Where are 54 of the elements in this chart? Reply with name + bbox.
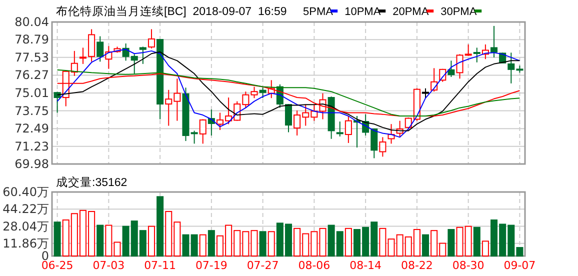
legend-label: 30PMA	[440, 6, 478, 18]
x-tick-label: 08-06	[298, 259, 330, 272]
y-tick-label: 28.04万	[2, 219, 49, 234]
x-tick-label: 06-25	[41, 259, 74, 272]
bar	[148, 226, 156, 256]
y-tick-label: 44.22万	[2, 202, 49, 216]
candlestick	[54, 91, 61, 114]
x-tick-label: 08-30	[452, 259, 484, 272]
candlestick	[139, 46, 146, 64]
y-tick-label: 77.53	[14, 50, 49, 64]
candlestick	[199, 118, 206, 144]
candlestick	[490, 25, 498, 58]
bar	[259, 231, 266, 256]
y-tick-label: 69.98	[14, 157, 49, 171]
y-tick-label: 60.40万	[2, 185, 49, 199]
y-tick-label: 76.27	[14, 68, 49, 82]
bar	[208, 230, 215, 256]
chart-title: 成交量:35162	[56, 175, 128, 189]
x-tick-label: 07-11	[144, 259, 176, 272]
x-tick-label: 09-07	[504, 259, 536, 272]
y-tick-label: 11.86万	[2, 236, 49, 250]
legend-label: 10PMA	[344, 6, 382, 18]
bar	[482, 240, 489, 256]
y-tick-label: 72.49	[14, 122, 49, 136]
candlestick	[336, 121, 344, 137]
x-tick-label: 07-19	[195, 259, 228, 272]
x-tick-label: 08-14	[350, 259, 382, 272]
legend-label: 20PMA	[392, 6, 430, 18]
y-tick-label: 78.79	[14, 32, 49, 47]
bar	[473, 226, 480, 256]
bar	[54, 222, 61, 256]
x-tick-label: 08-22	[400, 259, 433, 272]
bar	[156, 196, 164, 256]
y-tick-label: 73.75	[14, 104, 49, 118]
bar	[422, 234, 430, 256]
candlestick	[448, 60, 455, 78]
bar	[96, 224, 104, 256]
bar	[344, 228, 352, 256]
chart-title: 布伦特原油当月连续[BC] 2018-09-07 16:59	[56, 5, 287, 18]
y-tick-label: 71.23	[14, 139, 49, 154]
y-tick-label: 80.04	[14, 15, 49, 29]
legend-label: 5PMA	[303, 6, 334, 18]
x-tick-label: 07-03	[92, 259, 125, 272]
candlestick	[344, 116, 352, 144]
bar	[199, 234, 206, 256]
x-tick-label: 07-27	[246, 259, 279, 272]
y-tick-label: 75.01	[14, 86, 49, 100]
candlestick	[96, 36, 104, 62]
candlestick	[259, 87, 266, 99]
candlestick	[148, 28, 156, 49]
bar	[268, 231, 275, 256]
bar	[448, 229, 455, 256]
candlestick	[379, 136, 386, 158]
candlestick	[473, 47, 480, 63]
